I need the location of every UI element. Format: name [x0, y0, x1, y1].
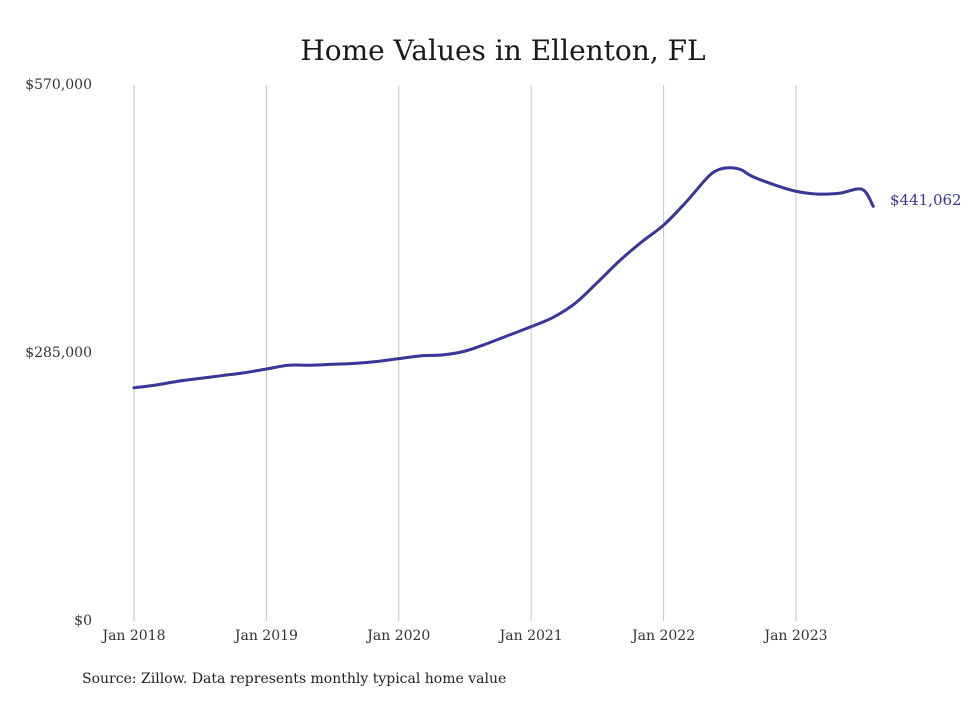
source-note: Source: Zillow. Data represents monthly … — [82, 671, 506, 687]
x-tick-label: Jan 2021 — [498, 628, 563, 644]
y-tick-label: $285,000 — [25, 345, 92, 361]
x-tick-label: Jan 2019 — [233, 628, 298, 644]
series-line — [132, 166, 875, 390]
series-group — [132, 166, 875, 390]
series-end-label: $441,062 — [890, 191, 962, 209]
y-tick-label: $0 — [74, 613, 92, 629]
x-axis-ticks: Jan 2018 Jan 2019 Jan 2020 Jan 2021 Jan 2022… — [100, 628, 827, 644]
x-tick-label: Jan 2020 — [365, 628, 430, 644]
y-tick-label: $570,000 — [25, 77, 92, 93]
chart-title: Home Values in Ellenton, FL — [300, 34, 705, 67]
x-tick-label: Jan 2018 — [100, 628, 165, 644]
y-axis-ticks: $0 $285,000 $570,000 — [25, 77, 92, 629]
gridlines — [133, 85, 797, 621]
x-tick-label: Jan 2022 — [630, 628, 695, 644]
x-tick-label: Jan 2023 — [762, 628, 827, 644]
